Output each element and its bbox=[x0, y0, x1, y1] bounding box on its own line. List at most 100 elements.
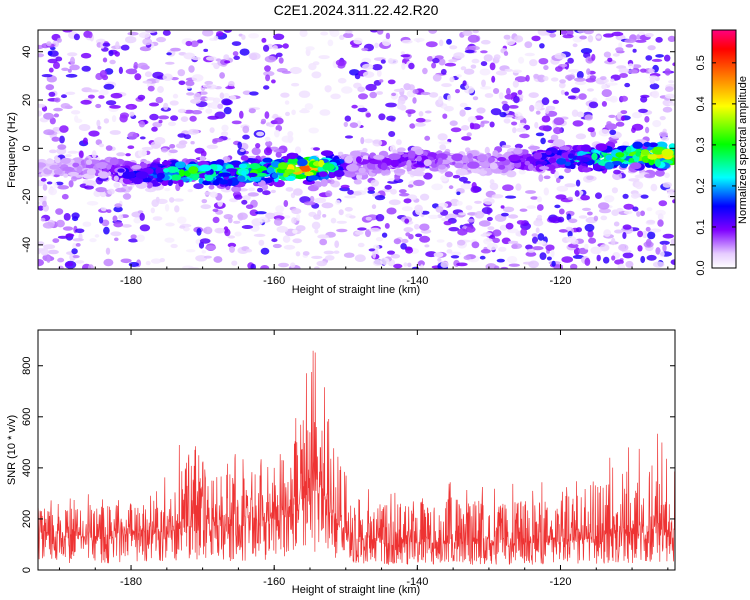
heatmap-cell bbox=[86, 201, 99, 206]
heatmap-cell bbox=[370, 30, 379, 33]
y-tick-label: 0 bbox=[21, 145, 33, 151]
heatmap-cell bbox=[460, 66, 467, 71]
heatmap-cell bbox=[400, 243, 407, 250]
heatmap-cell bbox=[72, 255, 80, 259]
heatmap-cell bbox=[608, 114, 616, 118]
heatmap-cell bbox=[68, 180, 74, 188]
heatmap-cell bbox=[441, 83, 452, 88]
heatmap-cell bbox=[105, 145, 113, 151]
heatmap-cell bbox=[388, 131, 396, 137]
heatmap-cell bbox=[314, 266, 320, 269]
heatmap-cell bbox=[620, 110, 628, 115]
heatmap-cell bbox=[103, 226, 110, 235]
heatmap-cell bbox=[224, 60, 231, 64]
heatmap-cell bbox=[39, 196, 47, 203]
heatmap-cell bbox=[514, 76, 527, 83]
heatmap-cell bbox=[559, 146, 570, 151]
heatmap-cell bbox=[80, 52, 92, 59]
heatmap-cell bbox=[514, 115, 524, 121]
heatmap-cell bbox=[263, 70, 275, 77]
heatmap-cell bbox=[170, 174, 182, 181]
heatmap-cell bbox=[587, 127, 595, 133]
heatmap-cell bbox=[403, 198, 412, 204]
heatmap-cell bbox=[43, 244, 56, 250]
heatmap-cell bbox=[651, 58, 663, 62]
heatmap-cell bbox=[365, 216, 372, 221]
heatmap-cell bbox=[442, 113, 448, 119]
heatmap-cell bbox=[289, 66, 302, 75]
heatmap-cell bbox=[114, 51, 120, 57]
heatmap-cell bbox=[67, 52, 78, 57]
heatmap-cell bbox=[576, 111, 585, 118]
heatmap-cell bbox=[622, 193, 629, 199]
heatmap-cell bbox=[543, 65, 549, 71]
heatmap-cell bbox=[231, 120, 242, 125]
heatmap-cell bbox=[461, 155, 469, 164]
heatmap-cell bbox=[528, 92, 539, 98]
heatmap-cell bbox=[148, 102, 160, 107]
heatmap-cell bbox=[239, 48, 250, 56]
heatmap-cell bbox=[174, 205, 180, 213]
heatmap-cell bbox=[38, 103, 46, 108]
heatmap-cell bbox=[353, 37, 363, 45]
heatmap-cell bbox=[291, 109, 296, 116]
heatmap-cell bbox=[525, 244, 533, 250]
heatmap-cell bbox=[201, 199, 208, 204]
heatmap-cell bbox=[532, 236, 538, 244]
heatmap-cell bbox=[489, 182, 499, 191]
heatmap-cell bbox=[102, 42, 111, 47]
heatmap-cell bbox=[214, 227, 225, 234]
heatmap-cell bbox=[191, 74, 204, 82]
heatmap-cell bbox=[648, 157, 655, 166]
spectrogram-x-label: Height of straight line (km) bbox=[292, 284, 420, 296]
heatmap-cell bbox=[204, 175, 214, 182]
heatmap-cell bbox=[664, 54, 671, 62]
heatmap-cell bbox=[506, 256, 518, 264]
heatmap-cell bbox=[446, 249, 453, 254]
heatmap-cell bbox=[247, 192, 259, 197]
heatmap-cell bbox=[465, 226, 476, 233]
heatmap-cell bbox=[492, 237, 501, 243]
heatmap-cell bbox=[635, 39, 647, 43]
heatmap-cell bbox=[48, 67, 54, 73]
heatmap-cell bbox=[461, 136, 472, 141]
heatmap-cell bbox=[221, 131, 229, 137]
heatmap-cell bbox=[347, 189, 354, 195]
spectrogram-panel: -180 -160 -140 -120 -40 -20 0 20 40 Height of s… bbox=[6, 29, 676, 296]
heatmap-cell bbox=[311, 255, 323, 259]
heatmap-cell bbox=[300, 165, 312, 172]
heatmap-cell bbox=[61, 67, 69, 72]
heatmap-cell bbox=[71, 248, 78, 255]
heatmap-cell bbox=[162, 73, 173, 81]
heatmap-cell bbox=[545, 150, 552, 156]
heatmap-cell bbox=[86, 168, 96, 176]
heatmap-cell bbox=[155, 196, 160, 203]
heatmap-cell bbox=[375, 237, 383, 242]
heatmap-cell bbox=[635, 151, 641, 157]
heatmap-cell bbox=[294, 174, 307, 180]
heatmap-cell bbox=[668, 102, 675, 106]
heatmap-cell bbox=[65, 154, 72, 158]
heatmap-cell bbox=[512, 80, 519, 88]
heatmap-cell bbox=[356, 156, 362, 164]
heatmap-cell bbox=[223, 54, 230, 61]
heatmap-cell bbox=[128, 238, 139, 243]
heatmap-cell bbox=[480, 248, 491, 254]
heatmap-cell bbox=[503, 118, 511, 124]
heatmap-cell bbox=[217, 103, 224, 110]
heatmap-cell bbox=[580, 195, 590, 201]
heatmap-cell bbox=[508, 263, 520, 267]
heatmap-cell bbox=[136, 234, 145, 242]
heatmap-cell bbox=[238, 163, 247, 169]
heatmap-cell bbox=[489, 62, 496, 71]
heatmap-cell bbox=[640, 194, 649, 199]
heatmap-cell bbox=[474, 211, 485, 219]
y-tick-label: 600 bbox=[21, 408, 33, 426]
heatmap-cell bbox=[406, 159, 412, 168]
heatmap-cell bbox=[125, 36, 137, 44]
heatmap-cell bbox=[662, 181, 672, 188]
heatmap-cell bbox=[70, 110, 81, 115]
heatmap-cell bbox=[401, 62, 406, 70]
heatmap-cell bbox=[78, 124, 91, 131]
heatmap-cell bbox=[497, 157, 507, 162]
